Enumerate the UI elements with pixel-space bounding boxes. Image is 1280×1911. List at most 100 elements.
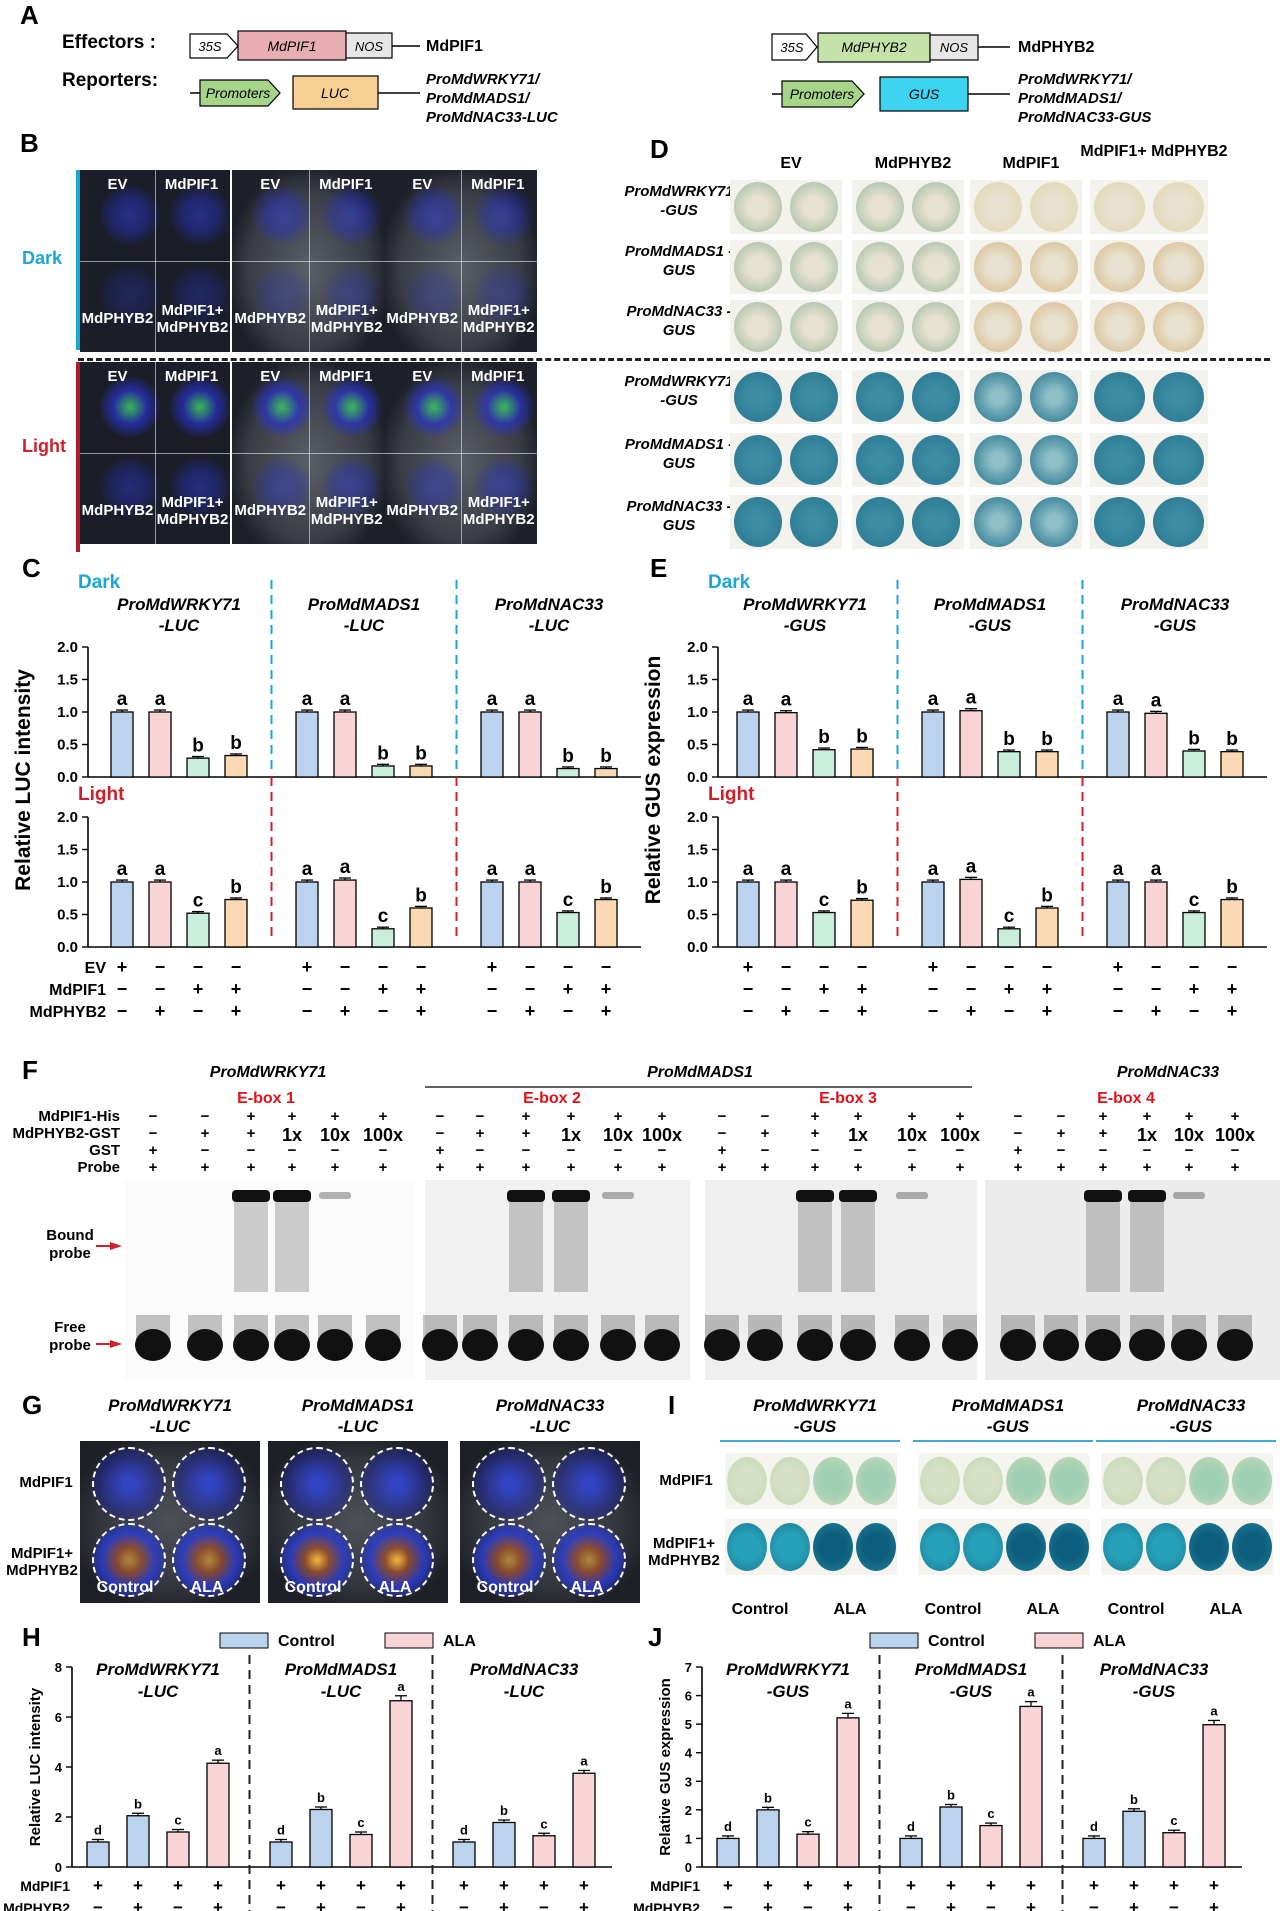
significance-letter: a xyxy=(781,859,792,880)
g-row-label-2: MdPIF1+ MdPHYB2 xyxy=(6,1545,78,1579)
leaf-disc xyxy=(912,497,960,547)
quadrant-label-ev: EV xyxy=(260,368,281,385)
treatment-sign: + xyxy=(763,1898,773,1911)
probe-smear xyxy=(318,1315,352,1345)
infiltration-circle xyxy=(280,1523,354,1597)
free-probe-label-2: probe xyxy=(49,1337,91,1354)
emsa-lane-mark: 1x xyxy=(282,1125,302,1145)
y-tick-label: 2.0 xyxy=(687,809,708,826)
significance-letter: b xyxy=(1226,729,1238,750)
panel-g-images: ProMdWRKY71 -LUC Control ALA ProMdMADS1 -LUC C… xyxy=(0,1395,650,1615)
emsa-lane-mark: + xyxy=(1185,1108,1194,1125)
gus-tissue-tile xyxy=(970,240,1082,294)
c-group-title: ProMdNAC33 xyxy=(495,595,604,614)
treatment-sign: + xyxy=(819,979,830,999)
quadrant-label-mdphyb2: MdPHYB2 xyxy=(386,502,459,519)
c-light-label: Light xyxy=(78,784,125,805)
luminescence-spot xyxy=(474,457,534,517)
g-row-label-1: MdPIF1 xyxy=(19,1474,73,1491)
bar xyxy=(594,898,618,948)
h-legend-ala-swatch xyxy=(384,1632,434,1649)
treatment-sign: + xyxy=(356,1876,366,1895)
treatment-sign: − xyxy=(928,1001,939,1021)
treatment-sign: + xyxy=(1004,979,1015,999)
emsa-lane-mark: 100x xyxy=(642,1125,682,1145)
y-tick-label: 0.0 xyxy=(57,769,78,786)
luc-leaf-tile: EV MdPIF1 MdPHYB2 MdPIF1+ MdPHYB2 xyxy=(384,170,537,352)
leaf-disc xyxy=(856,435,904,485)
panel-b-images: EV MdPIF1 MdPHYB2 MdPIF1+ MdPHYB2 EV MdPIF1 Md… xyxy=(80,170,640,550)
grid-line xyxy=(80,453,230,454)
bar xyxy=(812,911,836,948)
bar xyxy=(532,1835,556,1868)
y-tick-label: 3 xyxy=(685,1774,692,1789)
significance-letter: d xyxy=(724,1819,732,1834)
significance-letter: b xyxy=(947,1788,955,1803)
y-tick-label: 1.5 xyxy=(687,672,708,689)
probe-smear xyxy=(798,1315,832,1345)
significance-letter: c xyxy=(174,1813,181,1828)
treatment-sign: + xyxy=(173,1876,183,1895)
emsa-lane-mark: 10x xyxy=(897,1125,927,1145)
leaf-disc xyxy=(790,435,838,485)
g-ala-label: ALA xyxy=(378,1579,412,1596)
bar xyxy=(836,1717,860,1868)
panel-label-c: C xyxy=(22,553,41,583)
probe-smear xyxy=(554,1315,588,1345)
i-title-underline xyxy=(720,1440,900,1442)
significance-letter: b xyxy=(500,1803,508,1818)
y-tick-label: 0.5 xyxy=(687,907,708,924)
mdpif1-cds-text: MdPIF1 xyxy=(267,38,316,54)
leaf-disc xyxy=(1094,372,1145,422)
gus-row-label: ProMdWRKY71 -GUS xyxy=(624,183,734,219)
probe-smear xyxy=(748,1315,782,1345)
free-probe-band xyxy=(135,1329,171,1361)
treatment-sign: − xyxy=(563,957,574,977)
treatment-sign: − xyxy=(525,979,536,999)
treatment-sign: − xyxy=(1189,1001,1200,1021)
emsa-lane-mark: − xyxy=(288,1142,297,1159)
emsa-lane-mark: − xyxy=(436,1125,445,1142)
e-group-title-sub: -GUS xyxy=(1154,616,1197,635)
bar xyxy=(1122,1810,1146,1868)
emsa-lane-mark: 1x xyxy=(848,1125,868,1145)
emsa-lane-mark: + xyxy=(331,1108,340,1125)
leaf-disc xyxy=(974,372,1022,422)
emsa-lane-mark: 100x xyxy=(940,1125,980,1145)
gus-row-label: ProMdNAC33 -GUS xyxy=(626,303,732,339)
gus-tissue-tile xyxy=(970,495,1082,549)
treatment-sign: + xyxy=(857,1001,868,1021)
significance-letter: c xyxy=(819,890,830,911)
luc-leaf-tile: EV MdPIF1 MdPHYB2 MdPIF1+ MdPHYB2 xyxy=(384,362,537,544)
gus-column-header: MdPIF1+ MdPHYB2 xyxy=(1080,143,1228,160)
significance-letter: d xyxy=(94,1823,102,1838)
significance-letter: b xyxy=(415,885,427,906)
treatment-sign: + xyxy=(1209,1876,1219,1895)
emsa-promoter-title: ProMdNAC33 xyxy=(1117,1064,1219,1081)
bar xyxy=(1162,1832,1186,1868)
emsa-lane-mark: − xyxy=(201,1108,210,1125)
emsa-lane-mark: + xyxy=(1099,1159,1108,1176)
bar xyxy=(716,1837,740,1868)
nos-box xyxy=(345,32,393,59)
free-probe-band xyxy=(1129,1329,1165,1361)
g-ala-label: ALA xyxy=(570,1579,604,1596)
h-ylabel: Relative LUC intensity xyxy=(27,1687,44,1846)
gus-tissue-tile xyxy=(970,370,1082,424)
emsa-promoter-title: ProMdWRKY71 xyxy=(210,1064,327,1081)
bar xyxy=(1144,881,1168,948)
emsa-lane-mark: − xyxy=(331,1142,340,1159)
leaf-disc xyxy=(813,1457,853,1505)
bar xyxy=(1202,1724,1226,1868)
bar xyxy=(556,767,580,778)
y-tick-label: 7 xyxy=(685,1660,692,1675)
significance-letter: a xyxy=(1113,689,1124,710)
emsa-row-label: MdPHYB2-GST xyxy=(12,1125,120,1142)
emsa-lane-mark: + xyxy=(476,1159,485,1176)
h-group-title-sub: -LUC xyxy=(321,1682,362,1701)
quadrant-label-mdpif1: MdPIF1 xyxy=(319,176,373,193)
j-legend-ala: ALA xyxy=(1093,1633,1126,1650)
leaf-disc xyxy=(1094,497,1145,547)
y-tick-label: 0.0 xyxy=(687,769,708,786)
emsa-lane-mark: + xyxy=(379,1159,388,1176)
